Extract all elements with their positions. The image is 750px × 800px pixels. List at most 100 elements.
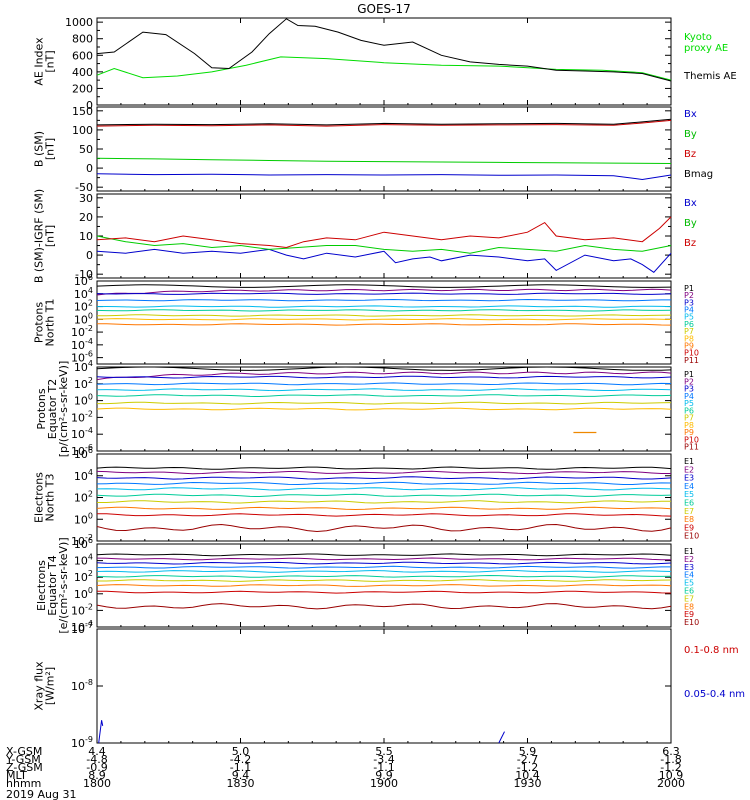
x-tick-value: 5.0 (232, 745, 250, 758)
x-tick-value: -4.2 (230, 753, 251, 766)
legend-entry: E5 (684, 490, 694, 499)
series-line (96, 248, 672, 273)
legend-entry: E8 (684, 602, 694, 611)
y-tick-label: 20 (79, 211, 93, 224)
flux-line (96, 292, 672, 295)
y-axis-label: B (SM)-IGRF (SM) (33, 189, 46, 283)
y-tick-label: 10-8 (71, 678, 93, 693)
flux-line (96, 523, 672, 533)
series-line (96, 18, 672, 82)
flux-line (97, 579, 672, 582)
flux-line (96, 305, 672, 308)
y-axis-label: Equator T4 (46, 555, 59, 615)
series-line (96, 118, 672, 126)
legend-entry: Bz (684, 238, 696, 249)
legend-entry: 0.05-0.4 nm (684, 689, 745, 700)
y-axis-label: [e/(cm²-s-sr-keV)] (57, 537, 70, 633)
legend-entry: P6 (684, 320, 694, 329)
y-axis-label: Protons (35, 388, 48, 429)
flux-line (96, 394, 672, 398)
date-label: 2019 Aug 31 (6, 788, 76, 800)
y-tick-label: 106 (74, 273, 93, 288)
flux-line (97, 323, 672, 326)
series-line (98, 720, 104, 744)
flux-line (97, 590, 672, 594)
y-tick-label: 10-6 (71, 443, 93, 458)
legend-entry: P3 (684, 385, 694, 394)
flux-line (96, 476, 672, 480)
flux-line (97, 401, 672, 405)
x-tick-value: 1930 (514, 777, 542, 790)
y-axis-label: Electrons (35, 560, 48, 611)
x-tick-value: 1800 (83, 777, 111, 790)
x-row-label: X-GSM (6, 745, 42, 758)
series-line (96, 157, 672, 164)
y-tick-label: 100 (74, 311, 93, 326)
y-axis-label: Protons (33, 302, 46, 343)
y-tick-label: 30 (79, 192, 93, 205)
legend-entry: P8 (684, 334, 694, 343)
flux-line (96, 574, 672, 578)
legend-entry: P7 (684, 327, 694, 336)
legend-entry: Themis AE (683, 71, 737, 82)
legend-entry: E4 (684, 482, 694, 491)
x-tick-value: -1.1 (230, 761, 251, 774)
y-tick-label: 10-2 (71, 602, 93, 617)
flux-line (96, 366, 672, 371)
legend-entry: Bx (684, 109, 697, 120)
y-tick-label: 800 (72, 33, 93, 46)
flux-line (96, 553, 672, 557)
x-tick-value: 2000 (657, 777, 685, 790)
legend-entry: By (684, 218, 697, 229)
x-tick-value: -2.7 (517, 753, 538, 766)
series-line (96, 119, 672, 127)
panel-2: -50 0 50 100 150 B (SM)[nT] Bx By Bz Bmag (33, 105, 714, 194)
flux-line (97, 500, 672, 504)
flux-line (96, 284, 672, 288)
flux-line (96, 569, 672, 573)
x-tick-value: -0.9 (86, 761, 107, 774)
y-tick-label: 100 (72, 124, 93, 137)
flux-line (96, 298, 671, 302)
flux-line (96, 487, 672, 491)
x-tick-value: 6.3 (662, 745, 680, 758)
y-axis-label: [nT] (44, 138, 57, 160)
y-tick-label: 10-9 (71, 735, 93, 750)
x-tick-value: -1.8 (660, 753, 681, 766)
y-tick-label: 102 (74, 299, 93, 314)
y-axis-label: B (SM) (33, 131, 46, 167)
x-tick-value: 10.4 (515, 769, 540, 782)
flux-line (96, 288, 672, 296)
legend-entry: P1 (684, 284, 694, 293)
legend-entry: E9 (684, 610, 694, 619)
y-tick-label: 104 (74, 468, 93, 483)
legend-entry: proxy AE (684, 43, 728, 54)
legend-entry: E1 (684, 547, 694, 556)
x-row-label: hhmm (6, 777, 41, 790)
y-axis-label: Electrons (33, 472, 46, 523)
y-tick-label: 200 (72, 82, 93, 95)
legend-entry: P8 (684, 421, 694, 430)
flux-line (96, 561, 672, 565)
x-tick-value: -3.4 (373, 753, 394, 766)
legend-entry: E9 (684, 523, 694, 532)
x-row-label: Y-GSM (5, 753, 41, 766)
x-tick-value: 4.4 (88, 745, 106, 758)
series-line (96, 216, 672, 249)
legend-entry: E2 (684, 555, 694, 564)
y-tick-label: 102 (74, 376, 93, 391)
flux-line (96, 493, 672, 498)
flux-line (96, 565, 671, 569)
legend-entry: Kyoto (684, 32, 712, 43)
y-tick-label: 10-2 (71, 324, 93, 339)
flux-line (96, 470, 671, 475)
x-tick-value: 8.9 (88, 769, 106, 782)
y-tick-label: 10-4 (71, 426, 93, 441)
series-line (96, 235, 672, 254)
y-tick-label: 100 (74, 511, 93, 526)
legend-entry: P2 (684, 291, 694, 300)
legend-entry: E4 (684, 571, 694, 580)
legend-entry: P7 (684, 414, 694, 423)
